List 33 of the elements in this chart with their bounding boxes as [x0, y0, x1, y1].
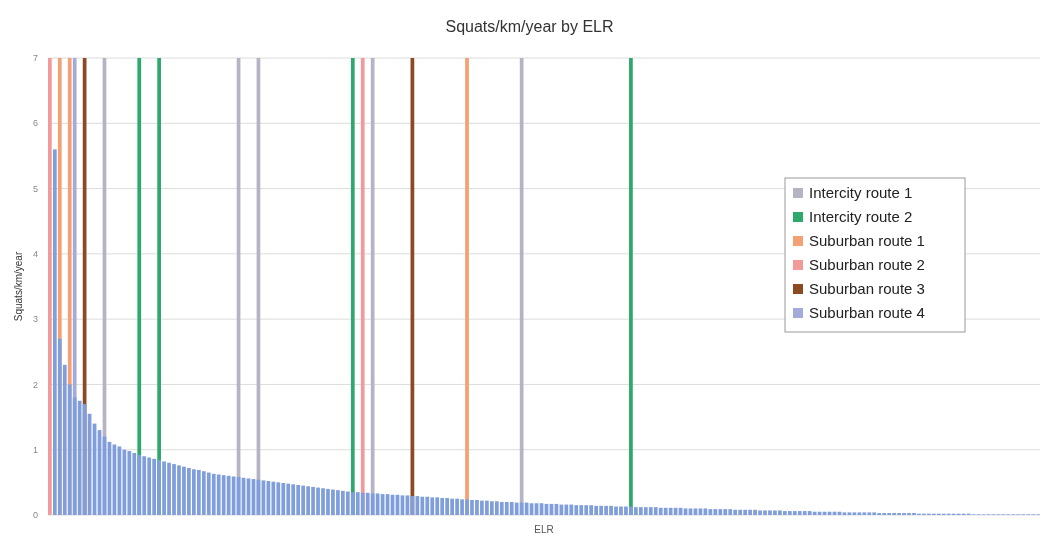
y-tick-label: 0	[32, 510, 38, 521]
y-tick-label: 4	[32, 249, 38, 260]
bar	[271, 481, 276, 515]
bar	[77, 400, 82, 515]
y-tick-label: 5	[32, 183, 38, 194]
bar	[415, 496, 420, 515]
legend-label: Intercity route 2	[809, 208, 913, 226]
legend-label: Suburban route 1	[809, 232, 925, 250]
y-tick-label: 1	[32, 444, 38, 455]
legend-label: Suburban route 2	[809, 256, 925, 274]
chart-title: Squats/km/year by ELR	[445, 18, 614, 35]
legend-label: Suburban route 4	[809, 304, 925, 322]
bar	[713, 509, 718, 515]
y-tick-label: 7	[32, 53, 38, 64]
bar	[48, 58, 52, 515]
y-axis-title: Squats/km/year	[13, 251, 24, 322]
bar	[564, 504, 569, 515]
bar	[857, 512, 862, 515]
y-tick-label: 3	[32, 314, 38, 325]
bar	[847, 512, 852, 515]
y-tick-label: 6	[32, 118, 38, 129]
y-tick-label: 2	[32, 379, 38, 390]
bar	[122, 449, 127, 515]
bar	[852, 512, 857, 515]
legend-label: Intercity route 1	[809, 184, 913, 202]
bar	[370, 493, 375, 515]
bar	[842, 512, 847, 515]
bar	[668, 507, 673, 515]
legend-label: Suburban route 3	[809, 280, 925, 298]
x-axis-title: ELR	[534, 524, 554, 535]
bar	[812, 511, 817, 515]
bar	[226, 475, 231, 515]
bar	[519, 502, 524, 515]
